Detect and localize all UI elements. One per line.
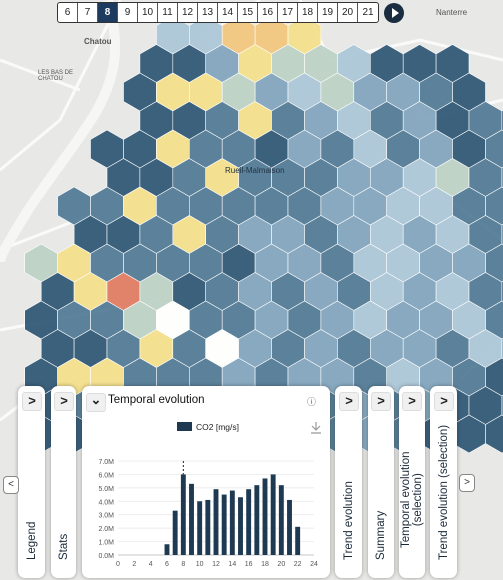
hex-cell[interactable] [485,414,503,454]
x-tick-label: 4 [149,561,153,568]
hour-button-13[interactable]: 13 [198,3,218,22]
x-tick-label: 6 [165,561,169,568]
x-tick-label: 20 [277,561,285,568]
legend-text: CO2 [mg/s] [196,422,239,432]
hour-buttons: 6 7 8 9 10 11 12 13 14 15 16 17 18 19 20 21 [57,2,379,23]
panel-title: Temporal evolution [108,394,205,406]
hour-button-10[interactable]: 10 [138,3,158,22]
bar[interactable] [246,489,252,555]
bar[interactable] [278,485,284,555]
bar[interactable] [229,490,235,555]
bar[interactable] [205,499,211,555]
legend-expand-button[interactable]: > [22,392,42,411]
bar[interactable] [189,483,194,555]
street-9 [0,58,81,92]
stats-label: Stats [57,533,70,560]
bar[interactable] [164,544,170,555]
legend-panel: > Legend [18,386,45,578]
x-tick-label: 2 [132,561,136,568]
y-tick-label: 2.0M [98,526,114,533]
x-tick-label: 24 [310,561,318,568]
x-tick-label: 22 [294,561,302,568]
map-label-rueil: Rueil-Malmaison [225,166,285,175]
scroll-right-button[interactable]: > [459,474,475,492]
y-tick-label: 7.0M [98,459,114,466]
trend-label: Trend evolution [342,481,355,560]
legend-label: Legend [25,521,38,560]
stats-panel: > Stats [51,386,76,578]
hour-button-20[interactable]: 20 [338,3,358,22]
hour-button-9[interactable]: 9 [118,3,138,22]
map-label-nanterre: Nanterre [436,8,468,17]
hexagon-layer [24,15,503,454]
y-tick-label: 4.0M [98,499,114,506]
x-tick-label: 14 [228,561,236,568]
temporal-selection-label: Temporal evolution (selection) [400,451,424,548]
bar[interactable] [254,485,260,555]
hour-button-11[interactable]: 11 [158,3,178,22]
stats-expand-button[interactable]: > [54,392,74,411]
summary-panel: > Summary [368,386,394,578]
hour-button-17[interactable]: 17 [278,3,298,22]
trend-expand-button[interactable]: > [339,392,359,411]
hour-selector: 6 7 8 9 10 11 12 13 14 15 16 17 18 19 20 21 [57,2,404,23]
download-icon[interactable] [311,422,321,434]
bar[interactable] [287,499,292,555]
map-label-les-bas-chatou: LES BAS DE CHATOU [38,70,74,82]
hour-button-8[interactable]: 8 [98,3,118,22]
hour-button-15[interactable]: 15 [238,3,258,22]
x-tick-label: 12 [212,561,220,568]
temporal-chart: CO2 [mg/s] 0.0M 1.0M 2.0M 3.0M 4.0M 5.0M 6.0M 7.… [98,422,321,568]
summary-expand-button[interactable]: > [371,392,391,411]
temporal-selection-expand-button[interactable]: > [402,392,422,411]
trend-selection-label: Trend evolution (selection) [437,424,450,560]
river [0,0,120,263]
hour-button-16[interactable]: 16 [258,3,278,22]
scroll-left-button[interactable]: < [3,476,19,494]
bar[interactable] [295,526,301,555]
hour-button-7[interactable]: 7 [78,3,98,22]
hour-button-6[interactable]: 6 [58,3,78,22]
x-tick-label: 16 [245,561,253,568]
hour-button-19[interactable]: 19 [318,3,338,22]
hour-button-12[interactable]: 12 [178,3,198,22]
bar[interactable] [213,489,219,555]
bar[interactable] [172,510,178,555]
summary-label: Summary [375,510,387,560]
map-label-chatou: Chatou [84,37,112,46]
temporal-selection-panel: > Temporal evolution (selection) [399,386,425,578]
bar[interactable] [270,474,276,555]
y-tick-label: 6.0M [98,472,114,479]
bar[interactable] [221,494,227,555]
hour-button-21[interactable]: 21 [362,7,374,18]
hour-button-14[interactable]: 14 [218,3,238,22]
play-button[interactable] [384,2,404,23]
bar[interactable] [238,497,243,555]
legend-swatch [177,422,192,431]
bar[interactable] [180,474,186,555]
street-1 [0,0,122,172]
hour-button-18[interactable]: 18 [298,3,318,22]
trend-selection-expand-button[interactable]: > [434,392,454,411]
y-tick-label: 0.0M [98,553,114,560]
y-tick-label: 5.0M [98,486,114,493]
trend-selection-panel: > Trend evolution (selection) [430,386,457,578]
x-tick-label: 0 [116,561,120,568]
info-icon[interactable]: ⓘ [306,397,316,407]
temporal-collapse-button[interactable]: ⌄ [86,393,106,412]
x-tick-label: 10 [196,561,204,568]
trend-evolution-panel: > Trend evolution [335,386,362,578]
temporal-evolution-panel: ⌄ Temporal evolution ⓘ CO2 [mg/s] 0.0M 1.0… [82,386,330,578]
x-tick-label: 18 [261,561,269,568]
y-tick-label: 3.0M [98,513,114,520]
bar[interactable] [262,478,268,555]
bar[interactable] [197,501,203,555]
x-tick-label: 8 [181,561,185,568]
y-tick-label: 1.0M [98,540,114,547]
